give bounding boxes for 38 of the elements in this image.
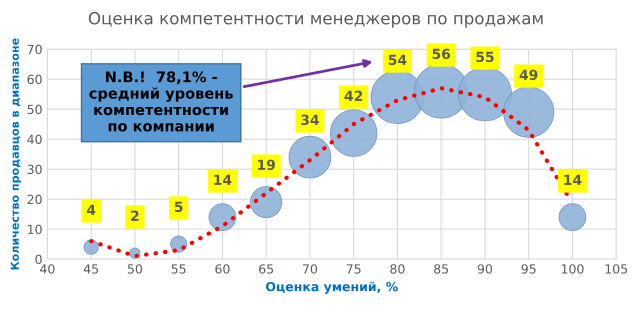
chart-title: Оценка компетентности менеджеров по продажам [88,12,543,28]
data-label: 2 [131,210,139,221]
x-tick-label: 70 [302,264,318,274]
x-tick-label: 40 [40,264,55,274]
y-tick-label: 20 [28,194,42,204]
y-tick-label: 40 [27,134,42,144]
x-tick-label: 105 [606,264,628,274]
x-tick-label: 75 [346,264,361,274]
data-label: 14 [564,174,582,185]
x-tick-label: 80 [390,264,405,274]
y-tick-label: 10 [28,224,42,234]
y-tick-label: 30 [28,164,42,174]
y-tick-label: 50 [28,104,42,114]
data-label: 4 [86,204,96,215]
data-label: 49 [520,70,538,80]
data-label: 56 [432,48,450,60]
x-tick-label: 85 [434,264,448,274]
x-tick-label: 55 [172,264,186,274]
data-label: 5 [174,202,183,212]
x-tick-label: 65 [259,264,274,274]
y-axis-title: Количество продавцов в диапазоне [10,38,22,270]
data-label: 55 [476,52,494,62]
x-tick-label: 90 [478,264,492,274]
x-tick-label: 50 [128,264,142,274]
data-label: 54 [388,54,406,66]
y-tick-label: 70 [28,44,42,54]
data-label: 34 [301,114,319,126]
y-tick-label: 60 [28,74,42,84]
data-label: 14 [214,174,232,185]
annotation: N.B.! 78,1% - средний уровень компетентности по компании [89,71,233,132]
x-tick-label: 95 [522,264,536,274]
data-label: 42 [344,90,362,101]
x-axis-title: Оценка умений, % [266,282,398,294]
data-label: 19 [258,160,275,170]
y-tick-label: 0 [35,254,42,264]
x-tick-label: 45 [84,264,98,274]
x-tick-label: 60 [215,264,230,274]
x-tick-label: 100 [562,264,584,274]
